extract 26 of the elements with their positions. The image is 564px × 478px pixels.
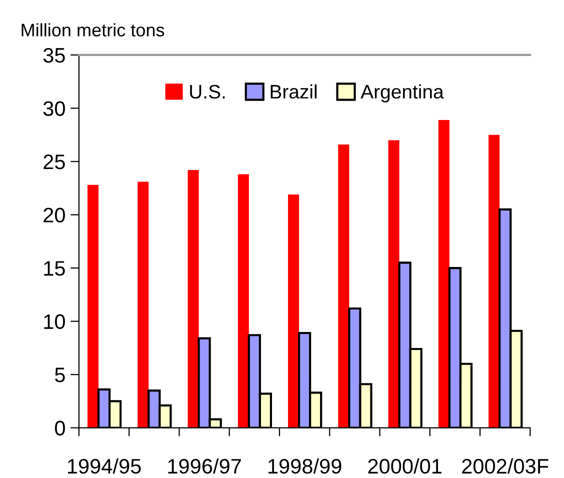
y-tick-label: 35 [43,48,65,63]
bar [488,134,500,428]
y-tick-label: 20 [44,208,65,223]
legend-label: Brazil [270,84,317,99]
x-tick-label: 2002/03F [462,458,548,474]
bar [288,194,300,428]
bar [388,140,400,428]
y-tick-label: 10 [44,314,65,330]
bar [438,120,450,428]
bar [338,144,350,428]
legend-label: U.S. [190,84,225,99]
x-tick-label: 1998/99 [268,458,342,474]
bar [238,174,249,428]
bar [138,182,149,428]
y-tick-label: 5 [55,368,65,382]
x-tick-label: 2000/01 [368,458,442,474]
y-tick-label: 30 [43,101,65,116]
y-tick-label: 25 [44,154,65,170]
bar [188,170,199,428]
y-tick-label: 0 [54,420,65,436]
legend-label: Argentina [360,84,444,102]
x-tick-label: 1994/95 [68,458,141,474]
x-tick-label: 1996/97 [168,458,241,474]
y-axis-title: Million metric tons [22,23,164,36]
y-tick-label: 15 [44,261,65,276]
bar [87,184,99,428]
